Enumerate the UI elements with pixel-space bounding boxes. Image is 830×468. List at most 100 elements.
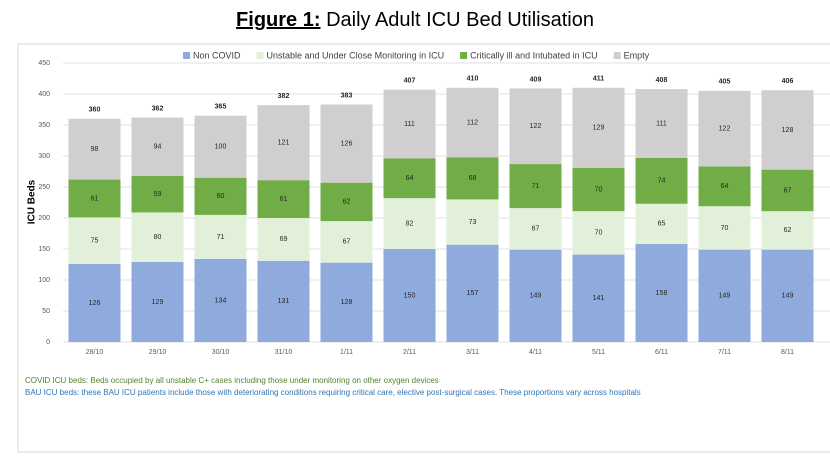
- legend-swatch: [256, 52, 264, 59]
- bar-segment: [761, 211, 814, 250]
- value-label: 111: [404, 121, 415, 128]
- value-label: 70: [721, 225, 729, 232]
- value-label: 64: [721, 183, 729, 190]
- bar-segment: [698, 90, 751, 167]
- total-label: 409: [530, 76, 542, 83]
- bar-segment: [572, 254, 625, 342]
- x-tick-label: 7/11: [718, 349, 731, 356]
- bar-segment: [698, 249, 751, 342]
- bar-segment: [698, 166, 751, 207]
- title-text: Daily Adult ICU Bed Utilisation: [326, 9, 594, 31]
- y-tick-label: 350: [38, 122, 50, 129]
- bar-segment: [761, 90, 814, 170]
- bar-segment: [509, 164, 562, 209]
- value-label: 98: [91, 146, 99, 153]
- total-label: 408: [656, 77, 668, 84]
- bar-segment: [194, 115, 247, 178]
- bar-segment: [761, 169, 814, 212]
- bar-segment: [509, 208, 562, 250]
- bar-segment: [257, 260, 310, 342]
- bar-segment: [194, 177, 247, 215]
- bar-segment: [383, 198, 436, 249]
- legend-label: Unstable and Under Close Monitoring in I…: [267, 50, 445, 60]
- bar-segment: [194, 214, 247, 259]
- bar-segment: [572, 211, 625, 255]
- x-tick-label: 29/10: [149, 349, 167, 356]
- bar-segment: [446, 199, 499, 245]
- bar-segment: [320, 104, 373, 183]
- legend-swatch: [613, 52, 621, 59]
- value-label: 70: [595, 186, 603, 193]
- bar-segment: [446, 157, 499, 200]
- value-label: 69: [280, 236, 288, 243]
- bar-segment: [635, 203, 688, 245]
- value-label: 94: [154, 144, 162, 151]
- legend-swatch: [460, 52, 468, 59]
- value-label: 121: [278, 140, 290, 147]
- bar-segment: [635, 244, 688, 342]
- bar-segment: [257, 218, 310, 261]
- x-tick-label: 3/11: [466, 349, 479, 356]
- y-axis-label: ICU Beds: [27, 179, 38, 224]
- bar-segment: [509, 249, 562, 342]
- value-label: 122: [719, 126, 731, 133]
- legend-label: Non COVID: [193, 50, 241, 60]
- value-label: 141: [593, 295, 605, 302]
- value-label: 112: [467, 119, 478, 126]
- title-prefix: Figure 1:: [236, 9, 320, 31]
- value-label: 61: [91, 195, 99, 202]
- total-label: 383: [341, 92, 353, 99]
- total-label: 365: [215, 104, 227, 111]
- bar-segment: [68, 263, 121, 342]
- value-label: 128: [341, 299, 353, 306]
- legend-swatch: [183, 52, 190, 59]
- value-label: 65: [658, 221, 666, 228]
- bar-segment: [509, 88, 562, 165]
- value-label: 131: [278, 298, 290, 305]
- value-label: 82: [406, 220, 414, 227]
- value-label: 122: [530, 123, 542, 130]
- value-label: 100: [215, 144, 227, 151]
- footnote: BAU ICU beds: these BAU ICU patients inc…: [25, 388, 641, 397]
- value-label: 59: [154, 191, 162, 198]
- legend-label: Critically ill and Intubated in ICU: [470, 50, 598, 60]
- bar-segment: [761, 249, 814, 342]
- value-label: 126: [341, 140, 353, 147]
- value-label: 71: [532, 183, 540, 190]
- value-label: 71: [217, 234, 225, 241]
- x-tick-label: 8/11: [781, 349, 794, 356]
- value-label: 75: [91, 237, 99, 244]
- value-label: 158: [656, 290, 668, 297]
- value-label: 150: [404, 292, 416, 299]
- y-tick-label: 200: [38, 215, 50, 222]
- total-label: 407: [404, 78, 416, 85]
- value-label: 62: [784, 227, 792, 234]
- value-label: 64: [406, 175, 414, 182]
- bar-segment: [131, 262, 184, 342]
- value-label: 149: [719, 293, 731, 300]
- x-tick-label: 28/10: [86, 349, 104, 356]
- total-label: 362: [152, 105, 164, 112]
- total-label: 405: [719, 79, 731, 86]
- y-tick-label: 50: [42, 308, 50, 315]
- bar-segment: [194, 258, 247, 342]
- value-label: 67: [784, 187, 792, 194]
- value-label: 74: [658, 178, 666, 185]
- bar-segment: [635, 157, 688, 204]
- bar-segment: [131, 175, 184, 213]
- bar-segment: [68, 118, 121, 180]
- bar-segment: [446, 244, 499, 342]
- value-label: 157: [467, 290, 479, 297]
- value-label: 60: [217, 193, 225, 200]
- value-label: 67: [343, 239, 351, 246]
- value-label: 68: [469, 175, 477, 182]
- value-label: 61: [280, 196, 288, 203]
- value-label: 62: [343, 199, 351, 206]
- value-label: 126: [89, 300, 101, 307]
- bar-segment: [131, 212, 184, 263]
- bar-segment: [572, 87, 625, 168]
- legend-label: Empty: [624, 50, 650, 60]
- x-tick-label: 1/11: [340, 349, 353, 356]
